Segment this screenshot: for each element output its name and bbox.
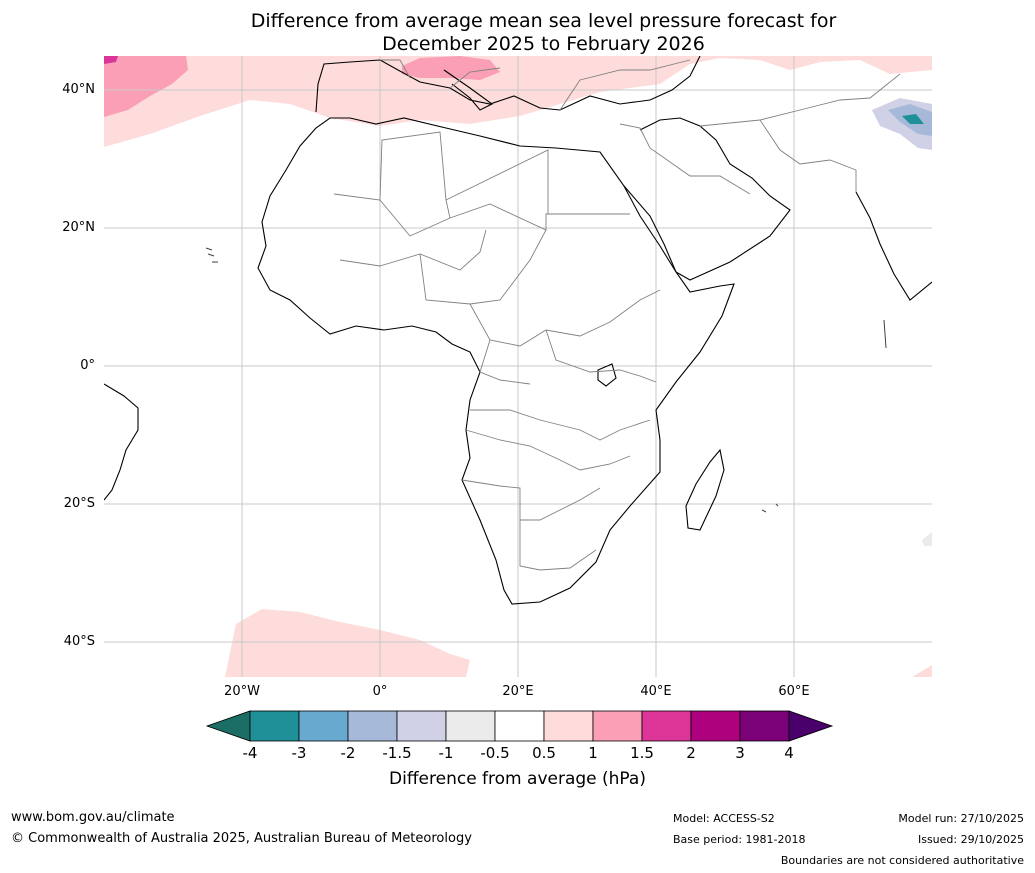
colorbar-segment bbox=[739, 710, 790, 742]
colorbar-tick-label: -1.5 bbox=[382, 744, 412, 762]
colorbar-segment bbox=[543, 710, 594, 742]
colorbar-title: Difference from average (hPa) bbox=[389, 769, 646, 789]
lake-victoria bbox=[597, 363, 617, 387]
lon-label-60e: 60°E bbox=[778, 684, 810, 699]
colorbar-tick-label: 1.5 bbox=[630, 744, 654, 762]
lat-label-40s: 40°S bbox=[63, 634, 95, 649]
colorbar-tick-label: 1 bbox=[588, 744, 598, 762]
lon-label-0: 0° bbox=[372, 684, 388, 699]
arabia-coast bbox=[623, 117, 791, 281]
colorbar-segment bbox=[249, 710, 300, 742]
africa-coast bbox=[257, 117, 735, 605]
footer-copyright: © Commonwealth of Australia 2025, Austra… bbox=[11, 831, 472, 846]
footer-model-run: Model run: 27/10/2025 bbox=[898, 812, 1024, 825]
india-coast bbox=[855, 191, 932, 301]
colorbar-tick-label: -4 bbox=[242, 744, 258, 762]
colorbar-segment bbox=[347, 710, 398, 742]
colorbar bbox=[205, 710, 834, 742]
colorbar-segment bbox=[690, 710, 741, 742]
italy-coast bbox=[443, 69, 494, 111]
footer-model: Model: ACCESS-S2 bbox=[673, 812, 775, 825]
europe-coast bbox=[315, 56, 701, 113]
title-line-2: December 2025 to February 2026 bbox=[382, 33, 705, 55]
colorbar-segment bbox=[298, 710, 349, 742]
lat-label-40n: 40°N bbox=[62, 82, 95, 97]
footer-url: www.bom.gov.au/climate bbox=[11, 810, 175, 825]
title-line-1: Difference from average mean sea level p… bbox=[250, 10, 837, 32]
colorbar-segment bbox=[494, 710, 545, 742]
lat-label-20n: 20°N bbox=[62, 220, 95, 235]
anomaly-2-corner bbox=[104, 56, 118, 64]
colorbar-extend-low bbox=[205, 710, 251, 742]
colorbar-tick-label: 3 bbox=[735, 744, 745, 762]
lat-label-equator: 0° bbox=[80, 358, 95, 373]
lon-label-20e: 20°E bbox=[502, 684, 534, 699]
colorbar-segment bbox=[445, 710, 496, 742]
anomaly-1-mediterranean bbox=[402, 56, 500, 80]
chart-title: Difference from average mean sea level p… bbox=[0, 10, 1035, 56]
lon-label-20w: 20°W bbox=[224, 684, 260, 699]
colorbar-segment bbox=[641, 710, 692, 742]
colorbar-tick-label: 0.5 bbox=[532, 744, 556, 762]
anomaly-neg-small-e bbox=[922, 532, 932, 546]
madagascar-coast bbox=[685, 448, 725, 531]
south-america-coast bbox=[104, 383, 139, 501]
country-borders bbox=[333, 59, 901, 571]
lon-label-40e: 40°E bbox=[640, 684, 672, 699]
footer-disclaimer: Boundaries are not considered authoritat… bbox=[780, 854, 1024, 867]
anomaly-neg-3 bbox=[902, 114, 924, 124]
coastlines bbox=[104, 56, 932, 605]
gridlines bbox=[104, 56, 932, 677]
islands bbox=[205, 247, 887, 513]
colorbar-tick-label: -3 bbox=[291, 744, 307, 762]
lat-label-20s: 20°S bbox=[63, 496, 95, 511]
anomaly-1-atlantic bbox=[104, 56, 188, 117]
anomaly-positive-south bbox=[225, 609, 470, 677]
colorbar-extend-high bbox=[788, 710, 834, 742]
map-area bbox=[104, 56, 932, 677]
colorbar-tick-label: -1 bbox=[438, 744, 454, 762]
footer-issued: Issued: 29/10/2025 bbox=[917, 833, 1024, 846]
colorbar-tick-label: 4 bbox=[784, 744, 794, 762]
colorbar-tick-label: -0.5 bbox=[480, 744, 510, 762]
colorbar-segment bbox=[592, 710, 643, 742]
colorbar-segment bbox=[396, 710, 447, 742]
anomaly-positive-se bbox=[912, 665, 932, 677]
colorbar-tick-label: -2 bbox=[340, 744, 356, 762]
footer-base-period: Base period: 1981-2018 bbox=[673, 833, 806, 846]
colorbar-tick-label: 2 bbox=[686, 744, 696, 762]
